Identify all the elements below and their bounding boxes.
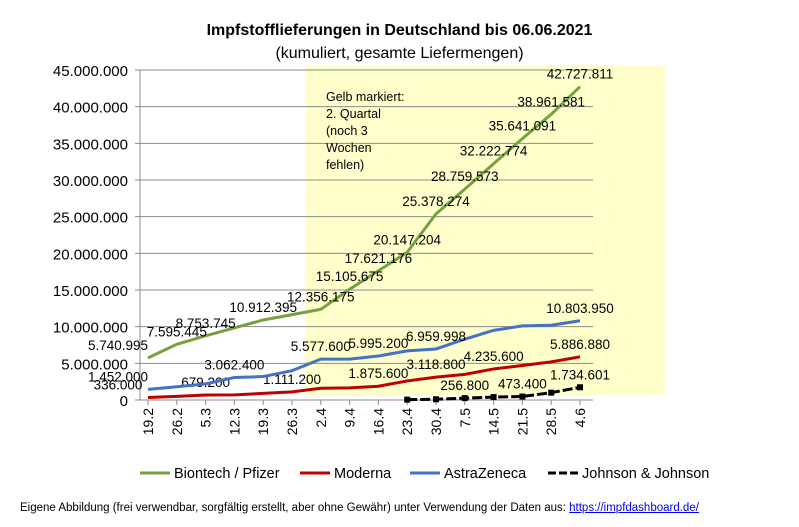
data-label: 5.577.600 xyxy=(291,339,351,354)
x-tick-label: 28.5 xyxy=(543,408,559,435)
series-line-moderna xyxy=(147,355,581,400)
data-label: 7.595.445 xyxy=(147,324,207,339)
data-label: 336.000 xyxy=(94,378,143,393)
data-label: 12.356.175 xyxy=(287,289,355,304)
source-link[interactable]: https://impfdashboard.de/ xyxy=(569,502,699,514)
x-tick-label: 4.6 xyxy=(572,408,588,428)
x-tick-label: 30.4 xyxy=(428,408,444,435)
x-tick-label: 9.4 xyxy=(342,408,358,428)
legend-label: Biontech / Pfizer xyxy=(174,466,280,482)
chart-plot: 0 5.000.000 10.000.000 15.000.000 20.000.000… xyxy=(53,63,709,482)
highlight-note: Wochen xyxy=(326,141,372,155)
data-label: 6.959.998 xyxy=(406,329,466,344)
y-tick-label: 20.000.000 xyxy=(53,246,128,263)
highlight-region xyxy=(305,65,665,395)
chart-title: Impfstofflieferungen in Deutschland bis … xyxy=(206,22,593,39)
data-label: 28.759.573 xyxy=(431,169,499,184)
x-tick-label: 26.2 xyxy=(169,408,185,435)
data-label: 17.621.176 xyxy=(345,251,413,266)
x-tick-label: 21.5 xyxy=(514,408,530,435)
highlight-note: (noch 3 xyxy=(326,124,368,138)
data-label: 8.753.745 xyxy=(176,316,236,331)
x-tick-label: 19.3 xyxy=(255,408,271,435)
y-tick-label: 45.000.000 xyxy=(53,63,128,80)
data-marker xyxy=(548,389,555,396)
y-tick-label: 0 xyxy=(120,393,128,410)
data-marker xyxy=(404,396,411,403)
y-tick-label: 30.000.000 xyxy=(53,173,128,190)
y-tick-label: 25.000.000 xyxy=(53,210,128,227)
y-tick-label: 35.000.000 xyxy=(53,136,128,153)
data-label: 1.734.601 xyxy=(550,367,610,382)
x-tick-label: 23.4 xyxy=(399,408,415,435)
x-tick-label: 14.5 xyxy=(486,408,502,435)
data-label: 5.740.995 xyxy=(88,338,148,353)
highlight-note: Gelb markiert: xyxy=(326,90,405,104)
highlight-note: 2. Quartal xyxy=(326,107,381,121)
data-label: 10.912.395 xyxy=(229,300,297,315)
data-label: 42.727.811 xyxy=(547,67,614,82)
data-label: 1.111.200 xyxy=(263,372,321,387)
x-tick-label: 7.5 xyxy=(457,408,473,428)
x-tick-label: 12.3 xyxy=(226,408,242,435)
series-line-astrazeneca xyxy=(147,319,581,391)
x-tick-label: 5.3 xyxy=(198,408,214,428)
highlight-note: fehlen) xyxy=(326,158,364,172)
data-label: 473.400 xyxy=(498,377,547,392)
series-line-biontech-pfizer xyxy=(147,85,582,360)
data-marker xyxy=(577,384,583,391)
chart-subtitle: (kumuliert, gesamte Liefermengen) xyxy=(275,45,524,62)
data-label: 35.641.091 xyxy=(489,119,557,134)
legend-label: Moderna xyxy=(334,466,392,482)
footer-text: Eigene Abbildung (frei verwendbar, sorgf… xyxy=(20,502,570,514)
data-label: 15.105.675 xyxy=(316,269,384,284)
data-label: 38.961.581 xyxy=(517,94,585,109)
data-marker xyxy=(490,394,497,401)
data-label: 3.118.800 xyxy=(406,357,465,372)
data-label: 256.800 xyxy=(440,378,489,393)
x-tick-label: 19.2 xyxy=(140,408,156,435)
data-label: 1.875.600 xyxy=(348,366,408,381)
data-marker xyxy=(433,396,439,403)
data-label: 4.235.600 xyxy=(464,349,524,364)
y-tick-label: 40.000.000 xyxy=(53,100,128,117)
y-tick-label: 5.000.000 xyxy=(61,356,128,373)
data-marker xyxy=(461,395,468,402)
data-label: 1.452.000 xyxy=(88,369,148,384)
data-label: 32.222.774 xyxy=(460,144,528,159)
data-label: 25.378.274 xyxy=(402,194,470,209)
data-label: 10.803.950 xyxy=(546,301,614,316)
x-tick-label: 16.4 xyxy=(370,408,386,435)
x-tick-label: 26.3 xyxy=(284,408,300,435)
x-tick-label: 2.4 xyxy=(313,408,329,428)
y-tick-label: 10.000.000 xyxy=(53,320,128,337)
data-label: 20.147.204 xyxy=(373,232,441,247)
data-label: 5.886.880 xyxy=(550,337,610,352)
data-label: 3.062.400 xyxy=(204,358,264,373)
y-tick-label: 15.000.000 xyxy=(53,283,128,300)
legend-label: Johnson & Johnson xyxy=(582,466,709,482)
legend-label: AstraZeneca xyxy=(444,466,527,482)
footer: Eigene Abbildung (frei verwendbar, sorgf… xyxy=(20,502,699,514)
data-marker xyxy=(519,393,526,400)
data-label: 5.995.200 xyxy=(348,336,408,351)
